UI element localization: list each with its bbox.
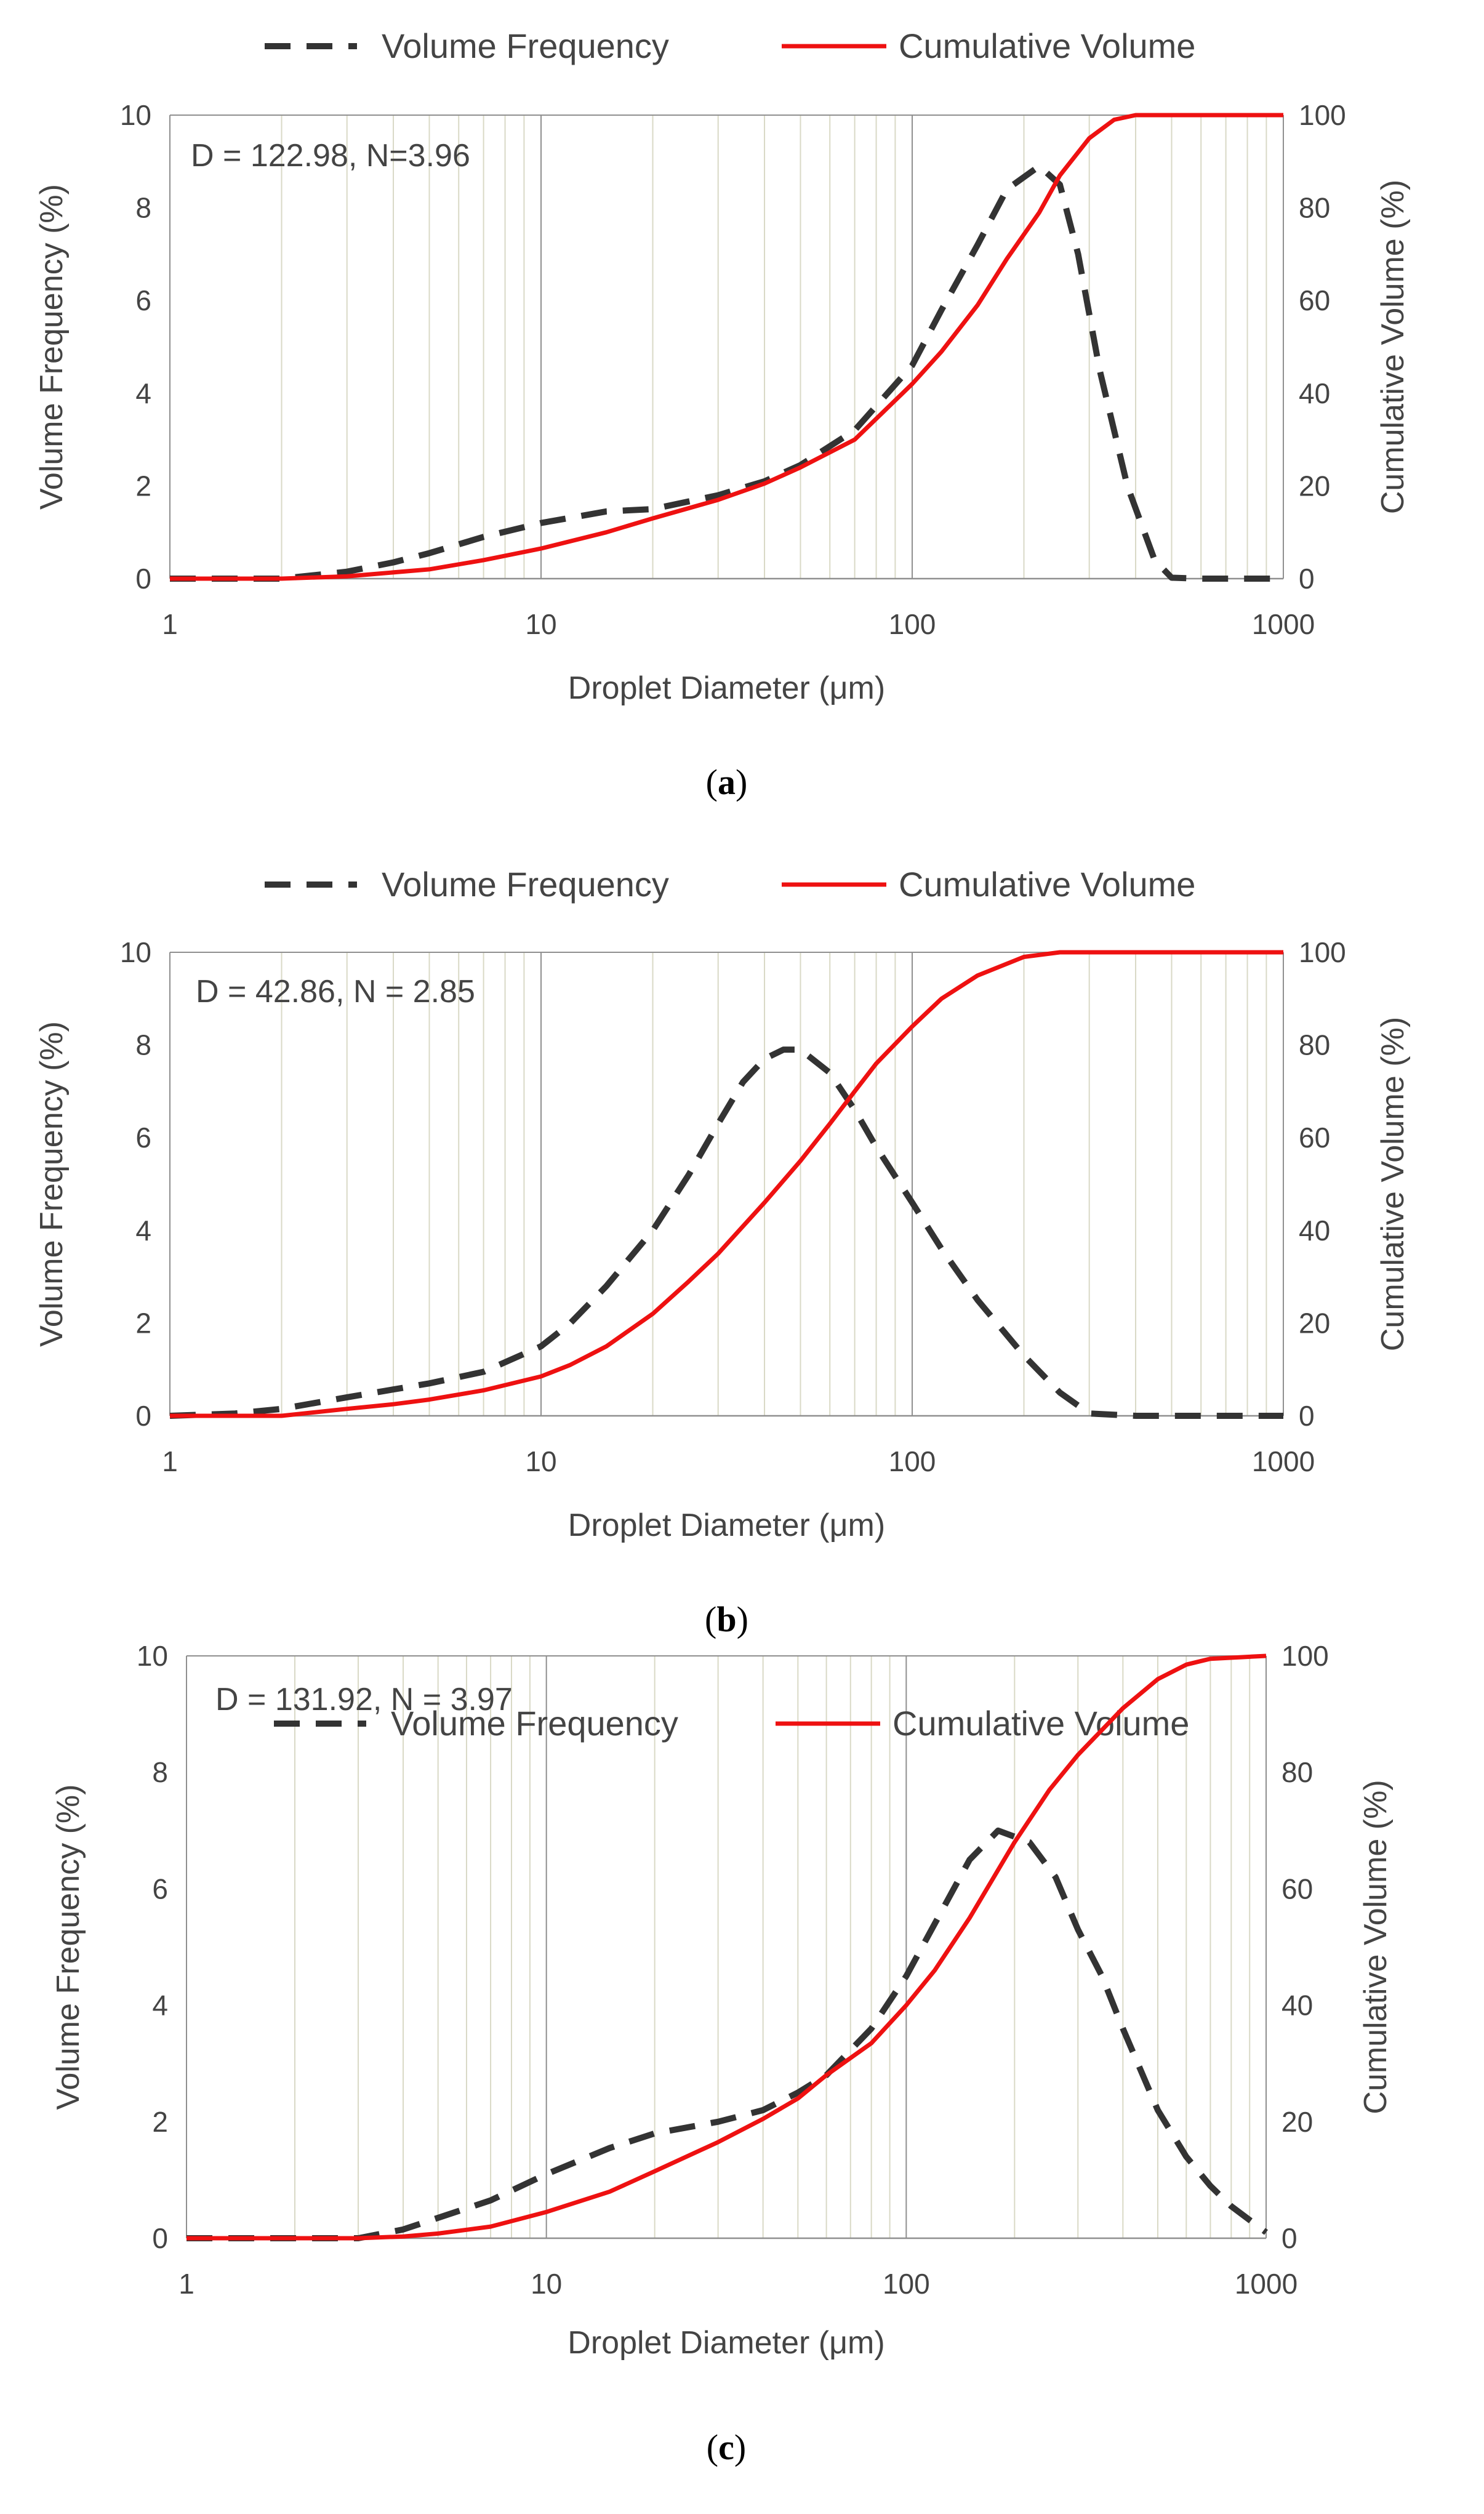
y-right-tick-label: 100 xyxy=(1299,99,1346,131)
y-right-tick-label: 100 xyxy=(1299,936,1346,968)
y-left-tick-label: 6 xyxy=(152,1873,168,1905)
x-axis-title: Droplet Diameter (μm) xyxy=(568,670,885,706)
series-line-volume-frequency xyxy=(169,1046,1283,1419)
x-tick-label: 10 xyxy=(525,1445,556,1477)
panel-label: (a) xyxy=(706,762,748,802)
distribution-parameters-annotation: D = 122.98, N=3.96 xyxy=(191,138,470,174)
y-left-tick-label: 10 xyxy=(137,1640,168,1672)
panel-label-close-paren: ) xyxy=(737,1599,748,1639)
y-left-axis-title: Volume Frequency (%) xyxy=(34,184,70,510)
y-left-tick-label: 4 xyxy=(152,1990,168,2022)
legend-label-volume-frequency: Volume Frequency xyxy=(382,865,669,904)
y-left-tick-label: 8 xyxy=(135,192,151,224)
y-left-tick-label: 10 xyxy=(120,99,151,131)
panel-label-letter: b xyxy=(716,1599,736,1639)
x-tick-label: 100 xyxy=(889,608,936,640)
x-tick-label: 1 xyxy=(178,2268,195,2300)
series-line-volume-frequency xyxy=(170,163,1283,582)
panel-label-letter: a xyxy=(718,762,736,802)
x-tick-label: 1 xyxy=(162,608,178,640)
y-left-tick-label: 0 xyxy=(135,1400,151,1432)
y-left-tick-label: 6 xyxy=(135,284,151,316)
y-right-tick-label: 80 xyxy=(1281,1756,1313,1788)
y-right-tick-label: 80 xyxy=(1299,1029,1330,1061)
x-tick-label: 100 xyxy=(889,1445,936,1477)
x-axis-title: Droplet Diameter (μm) xyxy=(568,2325,884,2361)
y-right-tick-label: 20 xyxy=(1281,2106,1313,2138)
y-right-axis-title: Cumulative Volume (%) xyxy=(1375,1017,1411,1351)
panel-label-open-paren: ( xyxy=(706,762,718,802)
y-left-tick-label: 10 xyxy=(120,936,151,968)
y-right-tick-label: 0 xyxy=(1299,563,1315,595)
y-right-tick-label: 40 xyxy=(1281,1990,1313,2022)
series-line-cumulative-volume xyxy=(170,950,1283,1418)
y-left-axis-title: Volume Frequency (%) xyxy=(34,1021,70,1347)
x-axis-title: Droplet Diameter (μm) xyxy=(568,1508,885,1543)
y-left-tick-label: 4 xyxy=(135,1215,151,1247)
series-line-cumulative-volume xyxy=(170,113,1283,581)
x-tick-label: 1 xyxy=(162,1445,178,1477)
series-line-volume-frequency xyxy=(187,1827,1268,2241)
series-line-cumulative-volume xyxy=(187,1653,1267,2241)
y-left-tick-label: 6 xyxy=(135,1122,151,1154)
panel-label-open-paren: ( xyxy=(705,1599,716,1639)
y-right-tick-label: 40 xyxy=(1299,1215,1330,1247)
y-left-tick-label: 2 xyxy=(135,1307,151,1339)
y-right-tick-label: 60 xyxy=(1281,1873,1313,1905)
y-right-tick-label: 0 xyxy=(1281,2222,1297,2254)
y-left-tick-label: 8 xyxy=(152,1756,168,1788)
panel-label: (b) xyxy=(705,1599,748,1639)
panel-label-close-paren: ) xyxy=(736,762,747,802)
legend-label-cumulative-volume: Cumulative Volume xyxy=(899,865,1195,904)
legend-label-volume-frequency: Volume Frequency xyxy=(382,26,669,65)
y-right-tick-label: 20 xyxy=(1299,1307,1330,1339)
distribution-parameters-annotation: D = 131.92, N = 3.97 xyxy=(215,1682,513,1717)
distribution-parameters-annotation: D = 42.86, N = 2.85 xyxy=(196,974,475,1010)
panel-label: (c) xyxy=(707,2427,746,2467)
y-left-tick-label: 2 xyxy=(135,470,151,502)
y-right-tick-label: 100 xyxy=(1281,1640,1329,1672)
y-left-tick-label: 0 xyxy=(135,563,151,595)
y-left-tick-label: 2 xyxy=(152,2106,168,2138)
y-right-axis-title: Cumulative Volume (%) xyxy=(1358,1780,1394,2114)
y-right-tick-label: 0 xyxy=(1299,1400,1315,1432)
x-tick-label: 1000 xyxy=(1235,2268,1297,2300)
x-tick-label: 1000 xyxy=(1252,1445,1315,1477)
legend-label-cumulative-volume: Cumulative Volume xyxy=(892,1704,1189,1743)
panel-label-open-paren: ( xyxy=(707,2427,718,2467)
x-tick-label: 1000 xyxy=(1252,608,1315,640)
y-right-axis-title: Cumulative Volume (%) xyxy=(1375,180,1411,514)
panel-label-letter: c xyxy=(718,2427,734,2467)
y-right-tick-label: 60 xyxy=(1299,284,1330,316)
y-left-tick-label: 8 xyxy=(135,1029,151,1061)
y-right-tick-label: 20 xyxy=(1299,470,1330,502)
legend-label-cumulative-volume: Cumulative Volume xyxy=(899,26,1195,65)
y-right-tick-label: 60 xyxy=(1299,1122,1330,1154)
y-right-tick-label: 40 xyxy=(1299,377,1330,409)
x-tick-label: 100 xyxy=(883,2268,930,2300)
x-tick-label: 10 xyxy=(531,2268,562,2300)
legend-label-volume-frequency: Volume Frequency xyxy=(391,1704,678,1743)
y-left-tick-label: 4 xyxy=(135,377,151,409)
y-left-tick-label: 0 xyxy=(152,2222,168,2254)
x-tick-label: 10 xyxy=(525,608,556,640)
y-right-tick-label: 80 xyxy=(1299,192,1330,224)
y-left-axis-title: Volume Frequency (%) xyxy=(50,1785,86,2110)
panel-label-close-paren: ) xyxy=(734,2427,746,2467)
